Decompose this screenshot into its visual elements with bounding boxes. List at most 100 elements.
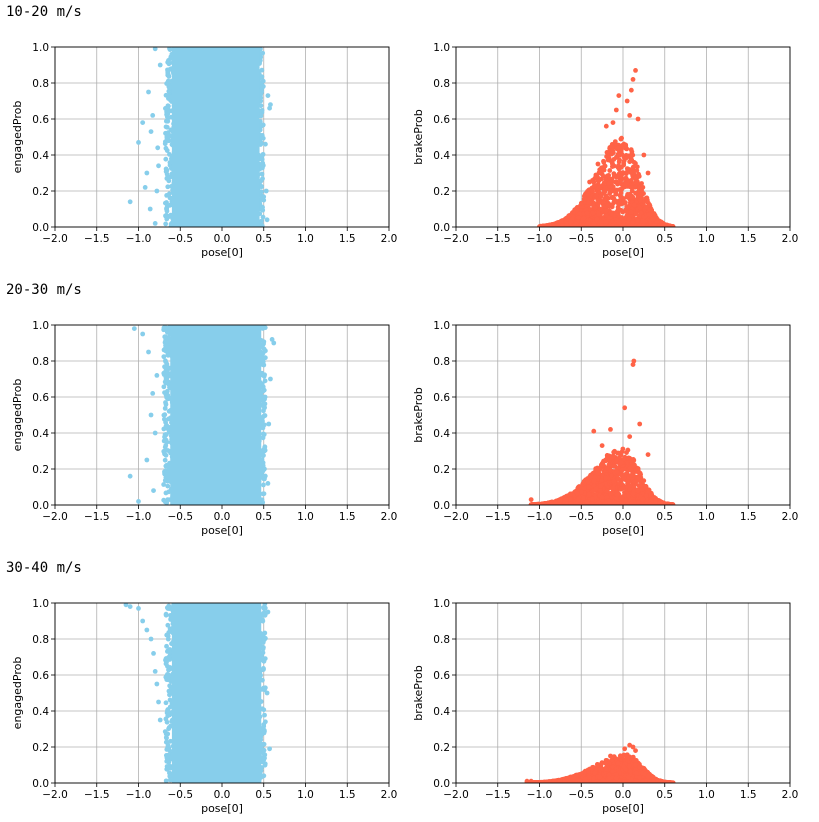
scatter-point <box>603 208 609 214</box>
scatter-point <box>161 354 167 360</box>
scatter-point <box>161 497 167 503</box>
scatter-point <box>154 188 160 194</box>
scatter-point <box>634 181 640 186</box>
scatter-point <box>603 123 609 129</box>
scatter-point <box>620 222 626 227</box>
scatter-point <box>259 83 265 89</box>
x-tick-label: 1.5 <box>740 233 757 245</box>
scatter-point <box>165 468 171 474</box>
x-tick-label: −2.0 <box>42 233 68 245</box>
scatter-point <box>164 339 170 344</box>
scatter-point <box>619 164 624 170</box>
scatter-point <box>590 210 596 216</box>
scatter-point <box>576 215 582 220</box>
scatter-point <box>637 205 643 211</box>
scatter-point <box>163 156 169 162</box>
scatter-point <box>165 71 171 77</box>
scatter-point <box>163 490 169 496</box>
scatter-point <box>167 202 173 208</box>
scatter-point <box>162 405 168 411</box>
scatter-point <box>566 213 572 219</box>
y-tick-label: 1.0 <box>32 42 49 54</box>
scatter-point <box>616 171 622 177</box>
y-tick-label: 0.2 <box>32 186 49 198</box>
scatter-point <box>623 143 629 149</box>
scatter-point <box>647 207 652 212</box>
scatter-point <box>624 209 629 214</box>
scatter-points <box>537 68 676 227</box>
scatter-point <box>639 181 644 186</box>
scatter-point <box>162 457 168 463</box>
scatter-point <box>607 191 613 196</box>
scatter-point <box>628 209 634 215</box>
scatter-point <box>166 178 172 184</box>
scatter-point <box>165 483 171 489</box>
scatter-point <box>632 202 637 208</box>
scatter-point <box>267 105 272 111</box>
scatter-point <box>166 191 172 197</box>
scatter-point <box>628 177 634 183</box>
scatter-point <box>634 168 640 173</box>
scatter-point <box>140 120 146 125</box>
scatter-point <box>597 200 602 205</box>
x-tick-label: 1.0 <box>698 233 715 245</box>
scatter-density-core <box>171 47 260 227</box>
scatter-point <box>148 129 154 135</box>
scatter-point <box>624 98 630 104</box>
scatter-point <box>163 400 168 405</box>
scatter-point <box>260 214 266 220</box>
scatter-point <box>136 140 141 145</box>
scatter-point <box>581 215 587 221</box>
scatter-point <box>604 149 610 155</box>
y-tick-label: 0.6 <box>433 114 450 126</box>
x-tick-label: −1.0 <box>126 233 152 245</box>
scatter-point <box>165 369 170 375</box>
scatter-point <box>635 217 640 223</box>
x-tick-label: 0.5 <box>255 233 272 245</box>
scatter-point <box>156 163 161 169</box>
scatter-point <box>591 183 597 188</box>
scatter-point <box>584 210 590 216</box>
scatter-point <box>571 209 576 215</box>
scatter-point <box>262 378 268 384</box>
scatter-point <box>146 89 151 95</box>
scatter-point <box>601 204 607 209</box>
scatter-point <box>268 102 273 107</box>
y-tick-label: 0.8 <box>433 78 450 90</box>
scatter-point <box>163 424 169 429</box>
scatter-point <box>163 221 169 227</box>
y-axis-label: engagedProb <box>11 101 24 174</box>
scatter-point <box>605 173 610 179</box>
scatter-point <box>613 107 619 113</box>
scatter-point <box>616 93 622 98</box>
y-tick-label: 0.6 <box>32 114 49 126</box>
scatter-point <box>265 93 271 98</box>
scatter-point <box>259 171 265 177</box>
scatter-point <box>638 197 644 203</box>
scatter-points <box>127 325 277 505</box>
scatter-point <box>163 118 169 124</box>
y-tick-label: 1.0 <box>433 42 450 54</box>
subplot-1: −2.0 −1.5 −1.0 −0.5 0.0 0.5 1.0 1.5 2.00.00.20.4… <box>412 42 798 259</box>
scatter-point <box>640 223 646 227</box>
scatter-point <box>630 77 636 82</box>
scatter-point <box>586 199 591 205</box>
scatter-point <box>613 224 619 227</box>
scatter-point <box>611 163 617 169</box>
scatter-point <box>601 188 607 194</box>
scatter-point <box>622 200 628 205</box>
scatter-point <box>633 190 638 196</box>
x-tick-label: 1.5 <box>339 233 356 245</box>
scatter-point <box>147 206 153 212</box>
scatter-point <box>258 113 264 119</box>
x-tick-label: −1.5 <box>84 233 110 245</box>
scatter-point <box>596 212 602 217</box>
scatter-points <box>127 47 273 227</box>
scatter-point <box>593 173 599 179</box>
scatter-point <box>630 220 635 225</box>
x-tick-label: −2.0 <box>443 233 469 245</box>
scatter-point <box>613 155 619 160</box>
y-tick-label: 0.0 <box>433 222 450 234</box>
scatter-point <box>627 113 633 118</box>
scatter-point <box>641 191 646 197</box>
